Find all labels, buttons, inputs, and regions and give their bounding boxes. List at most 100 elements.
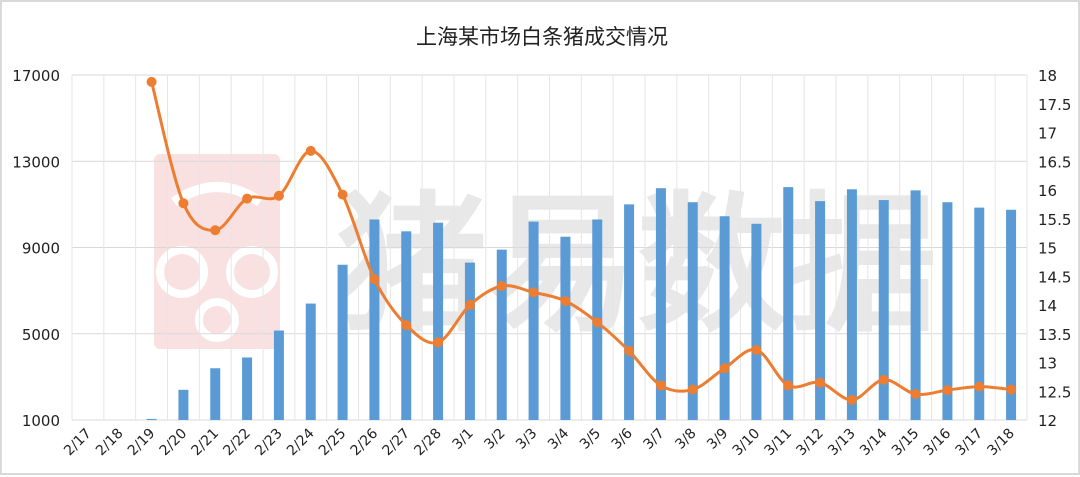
bar	[146, 418, 157, 420]
bar	[751, 223, 762, 420]
x-tick-label: 3/11	[762, 426, 796, 460]
line-point	[369, 274, 380, 285]
bar	[305, 303, 316, 420]
x-tick-label: 2/23	[252, 426, 286, 460]
left-tick-label: 17000	[12, 67, 60, 85]
line-point	[655, 380, 666, 391]
bar	[846, 189, 857, 420]
line-point	[178, 198, 189, 209]
right-tick-label: 16	[1038, 182, 1057, 200]
right-tick-label: 17	[1038, 125, 1057, 143]
line-point	[687, 384, 698, 395]
bar	[242, 357, 253, 420]
left-tick-label: 13000	[12, 153, 60, 171]
line-point	[592, 317, 603, 328]
line-point	[846, 394, 857, 405]
right-tick-label: 15.5	[1038, 211, 1071, 229]
x-tick-label: 3/16	[921, 425, 955, 459]
x-tick-label: 3/1	[449, 426, 476, 453]
bar	[783, 187, 794, 420]
x-tick-label: 2/20	[157, 426, 191, 460]
x-tick-label: 3/15	[889, 426, 923, 460]
line-point	[719, 363, 730, 374]
bar	[719, 216, 730, 420]
line-point	[210, 225, 221, 236]
bar	[337, 264, 348, 420]
line-point	[401, 320, 412, 331]
bar	[878, 200, 889, 420]
bar	[974, 207, 985, 420]
x-tick-label: 2/26	[348, 425, 382, 459]
x-tick-label: 2/18	[93, 426, 127, 460]
line-point	[910, 389, 921, 400]
right-tick-label: 18	[1038, 67, 1057, 85]
bar	[687, 202, 698, 420]
line-point	[878, 374, 889, 385]
bar	[1006, 209, 1017, 420]
x-tick-label: 3/4	[545, 425, 572, 452]
right-axis-labels: 12 12.5 13 13.5 14 14.5 15 15.5 16 16.5 17 17.5 18	[1038, 67, 1071, 430]
x-tick-label: 2/21	[189, 426, 223, 460]
line-point	[496, 281, 507, 292]
x-tick-label: 3/18	[984, 426, 1018, 460]
bar	[464, 262, 475, 420]
line-point	[305, 145, 316, 156]
line-point	[942, 385, 953, 396]
x-tick-label: 3/17	[953, 426, 987, 460]
bar	[433, 222, 444, 420]
right-tick-label: 12	[1038, 412, 1057, 430]
bar	[496, 249, 507, 420]
x-axis-labels: 2/172/182/192/202/212/222/232/242/252/26…	[61, 425, 1018, 459]
left-tick-label: 9000	[22, 240, 60, 258]
x-tick-label: 2/19	[125, 426, 159, 460]
line-point	[624, 346, 635, 356]
bar	[624, 204, 635, 420]
watermark-logo-icon	[154, 154, 280, 349]
left-tick-label: 5000	[22, 326, 60, 344]
line-point	[337, 189, 348, 200]
chart-title: 上海某市场白条猪成交情况	[416, 25, 668, 49]
line-point	[146, 76, 157, 87]
line-point	[974, 381, 985, 392]
x-tick-label: 3/5	[577, 426, 604, 453]
x-tick-label: 3/9	[704, 426, 731, 453]
line-point	[1006, 384, 1017, 395]
bar	[178, 389, 189, 420]
x-tick-label: 3/8	[672, 426, 699, 453]
x-tick-label: 3/13	[825, 426, 859, 460]
x-tick-label: 3/6	[609, 425, 636, 452]
line-point	[273, 190, 284, 201]
x-tick-label: 3/10	[730, 426, 764, 460]
line-series	[146, 76, 1017, 405]
x-tick-label: 2/25	[316, 426, 350, 460]
right-tick-label: 14	[1038, 297, 1057, 315]
x-tick-label: 2/28	[411, 426, 445, 460]
left-tick-label: 1000	[22, 412, 60, 430]
gridlines	[71, 74, 1028, 421]
bar	[560, 236, 571, 420]
x-tick-label: 2/27	[380, 426, 414, 460]
line-point	[464, 300, 475, 310]
right-tick-label: 16.5	[1038, 153, 1071, 171]
x-tick-label: 3/3	[513, 426, 540, 453]
bar	[942, 202, 953, 420]
bar	[369, 219, 380, 420]
bar	[528, 221, 539, 420]
line-point	[242, 193, 253, 204]
right-tick-label: 12.5	[1038, 383, 1071, 401]
x-tick-label: 3/7	[640, 426, 667, 453]
x-tick-label: 2/24	[284, 425, 318, 459]
x-tick-label: 2/17	[61, 426, 95, 460]
left-axis-labels: 1000 5000 9000 13000 17000	[12, 67, 60, 430]
right-tick-label: 14.5	[1038, 268, 1071, 286]
right-tick-label: 17.5	[1038, 96, 1071, 114]
line-point	[528, 287, 539, 298]
right-tick-label: 13.5	[1038, 326, 1071, 344]
line-point	[433, 337, 444, 348]
right-tick-label: 13	[1038, 355, 1057, 373]
line-point	[815, 377, 826, 388]
bar	[655, 188, 666, 420]
line-point	[751, 344, 762, 355]
